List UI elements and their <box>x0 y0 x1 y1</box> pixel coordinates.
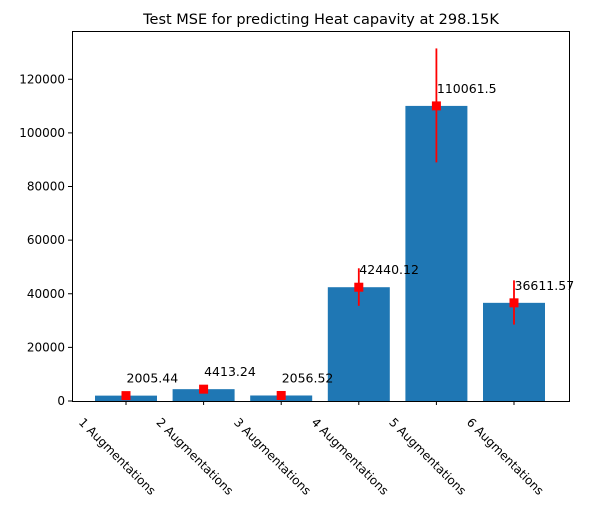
x-tick-label-1: 1 Augmentations <box>76 415 159 498</box>
data-label-5: 110061.5 <box>437 81 497 96</box>
mean-marker-3 <box>276 390 286 400</box>
bars-group <box>95 105 545 402</box>
y-axis: 0 20000 40000 60000 80000 100000 120000 <box>19 72 72 408</box>
y-tick-label-4: 80000 <box>27 180 65 194</box>
x-tick-label-6: 6 Augmentations <box>464 415 547 498</box>
y-tick-label-3: 60000 <box>27 233 65 247</box>
chart-title: Test MSE for predicting Heat capavity at… <box>142 12 499 28</box>
y-tick-label-2: 40000 <box>27 287 65 301</box>
x-tick-label-4: 4 Augmentations <box>309 415 392 498</box>
y-tick-label-6: 120000 <box>19 72 65 86</box>
error-bars-group <box>121 48 519 401</box>
bar-2 <box>172 389 235 401</box>
mean-marker-5 <box>431 101 441 111</box>
y-tick-label-0: 0 <box>57 394 65 408</box>
data-label-3: 2056.52 <box>282 370 334 385</box>
mean-marker-4 <box>354 282 364 292</box>
data-label-1: 2005.44 <box>127 371 179 386</box>
data-labels-group: 2005.44 4413.24 2056.52 42440.12 110061.5 366… <box>127 81 575 386</box>
x-tick-label-2: 2 Augmentations <box>153 415 236 498</box>
mean-marker-6 <box>509 298 519 308</box>
data-label-6: 36611.57 <box>515 278 575 293</box>
y-tick-label-1: 20000 <box>27 340 65 354</box>
plot-frame <box>72 31 570 402</box>
x-tick-label-3: 3 Augmentations <box>231 415 314 498</box>
data-label-2: 4413.24 <box>204 364 256 379</box>
mean-marker-1 <box>121 391 131 401</box>
bar-4 <box>327 287 390 401</box>
x-tick-label-5: 5 Augmentations <box>386 415 469 498</box>
mean-marker-2 <box>199 384 209 394</box>
data-label-4: 42440.12 <box>359 262 419 277</box>
y-tick-label-5: 100000 <box>19 126 65 140</box>
